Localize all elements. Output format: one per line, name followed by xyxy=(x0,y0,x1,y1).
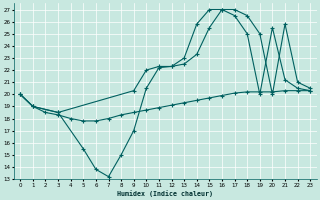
X-axis label: Humidex (Indice chaleur): Humidex (Indice chaleur) xyxy=(117,190,213,197)
